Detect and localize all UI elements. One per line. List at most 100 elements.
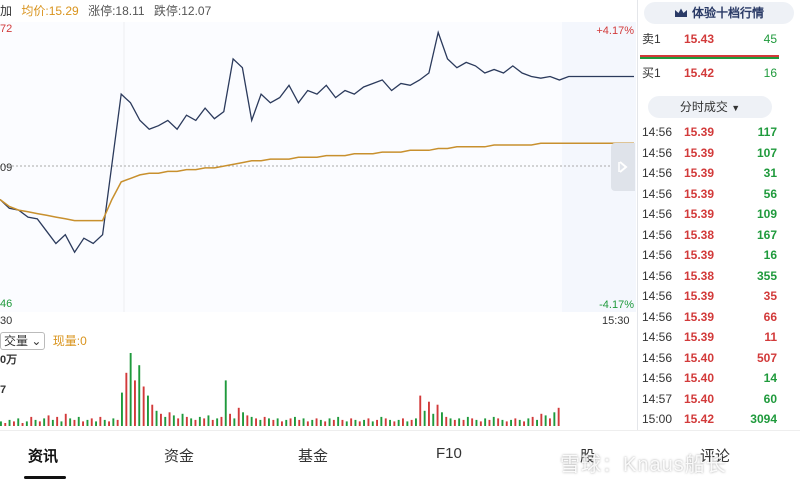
- volume-bar: [484, 418, 487, 426]
- volume-bar: [142, 386, 145, 426]
- volume-indicator-select[interactable]: 交量 ⌄: [0, 332, 46, 350]
- volume-bar: [462, 419, 465, 426]
- volume-bar: [432, 413, 435, 426]
- tick-price: 15.39: [684, 145, 715, 160]
- tick-trades-button[interactable]: 分时成交 ▼: [648, 96, 772, 118]
- volume-bar: [99, 416, 102, 426]
- volume-bar: [25, 421, 28, 426]
- volume-bar: [557, 407, 560, 426]
- volume-bar: [190, 418, 193, 426]
- tab-f10[interactable]: F10: [436, 445, 462, 462]
- volume-bar: [393, 421, 396, 426]
- volume-bar: [43, 418, 46, 426]
- tick-row: 14:56 15.39 35: [638, 286, 800, 307]
- volume-bar: [549, 418, 551, 426]
- volume-bar: [198, 416, 201, 426]
- limit-down-label: 跌停:12.07: [153, 4, 212, 18]
- volume-bar: [151, 404, 154, 426]
- tick-time: 15:00: [642, 412, 673, 426]
- tick-volume: 167: [756, 227, 777, 242]
- volume-bar: [553, 412, 556, 426]
- order-book-divider-green: [640, 57, 779, 59]
- tick-row: 14:56 15.39 109: [638, 204, 800, 225]
- volume-bar: [501, 419, 504, 426]
- volume-bar: [86, 419, 89, 426]
- volume-bar: [259, 419, 262, 426]
- volume-bar: [194, 419, 197, 426]
- volume-bar: [272, 419, 275, 426]
- volume-bar: [419, 395, 422, 426]
- tick-price: 15.40: [684, 350, 715, 365]
- avg-price-line: [0, 142, 634, 222]
- chart-mode-label[interactable]: 加: [0, 4, 13, 18]
- volume-bar: [242, 412, 244, 426]
- volume-bar: [51, 419, 54, 426]
- tick-time: 14:56: [642, 289, 673, 303]
- volume-bar: [90, 418, 93, 426]
- volume-bar: [341, 419, 344, 426]
- volume-bar: [306, 421, 309, 426]
- tick-volume: 31: [763, 166, 777, 180]
- tab-comments[interactable]: 评论: [700, 448, 731, 465]
- avg-price-label: 均价:15.29: [21, 4, 79, 18]
- volume-bar: [263, 416, 266, 426]
- volume-bar: [441, 412, 443, 426]
- volume-bar: [138, 365, 141, 426]
- tick-volume: 14: [763, 371, 777, 385]
- volume-bar: [134, 380, 136, 426]
- volume-bar: [415, 418, 417, 426]
- tick-volume: 56: [763, 186, 777, 201]
- tick-price: 15.39: [684, 125, 715, 139]
- volume-bar: [328, 418, 331, 426]
- tab-stock[interactable]: 股: [580, 448, 596, 465]
- tick-price: 15.40: [684, 371, 715, 385]
- volume-bar: [112, 418, 115, 426]
- volume-bar: [164, 416, 167, 426]
- volume-bar: [410, 419, 413, 426]
- volume-bar: [181, 413, 184, 426]
- volume-bar: [397, 419, 400, 426]
- expand-panel-handle[interactable]: [611, 143, 635, 191]
- volume-bar: [445, 416, 448, 426]
- volume-bar: [237, 407, 240, 426]
- tick-time: 14:57: [642, 391, 673, 406]
- current-volume-label: 现量:0: [52, 334, 87, 348]
- volume-chart[interactable]: [0, 350, 636, 428]
- pct-bottom-label: -4.17%: [599, 299, 634, 311]
- volume-bar: [544, 415, 547, 426]
- volume-bar: [458, 418, 461, 426]
- tab-capital[interactable]: 资金: [164, 448, 195, 465]
- tick-time: 14:56: [642, 166, 673, 180]
- volume-bar: [0, 421, 2, 426]
- tab-news[interactable]: 资讯: [28, 448, 59, 465]
- volume-bar: [233, 418, 236, 426]
- volume-bar: [492, 416, 495, 426]
- volume-bar: [211, 419, 214, 426]
- volume-bar: [358, 421, 361, 426]
- volume-bar: [30, 416, 33, 426]
- chevron-right-icon: [618, 161, 628, 173]
- volume-bar: [505, 421, 508, 426]
- volume-bar: [518, 419, 521, 426]
- volume-bar: [423, 410, 426, 426]
- volume-bar: [95, 421, 97, 426]
- volume-bar: [268, 418, 270, 426]
- tick-row: 14:56 15.39 16: [638, 245, 800, 266]
- intraday-price-chart[interactable]: [0, 22, 636, 312]
- volume-bar: [203, 418, 206, 426]
- tick-price: 15.39: [684, 309, 715, 324]
- tick-time: 14:56: [642, 145, 673, 160]
- watermark: 雪球：Knaus船长: [560, 454, 727, 476]
- tab-fund[interactable]: 基金: [298, 448, 329, 465]
- volume-bar: [116, 419, 119, 426]
- tick-volume: 355: [756, 268, 777, 283]
- volume-bar: [540, 413, 543, 426]
- volume-bar: [531, 416, 534, 426]
- pro-level2-button[interactable]: 体验十档行情: [644, 2, 794, 24]
- volume-bar: [285, 419, 288, 426]
- volume-bar: [380, 416, 383, 426]
- tick-row: 14:56 15.39 117: [638, 122, 800, 143]
- volume-bar: [246, 415, 249, 426]
- volume-bar: [324, 421, 327, 426]
- tick-row: 14:56 15.39 66: [638, 307, 800, 328]
